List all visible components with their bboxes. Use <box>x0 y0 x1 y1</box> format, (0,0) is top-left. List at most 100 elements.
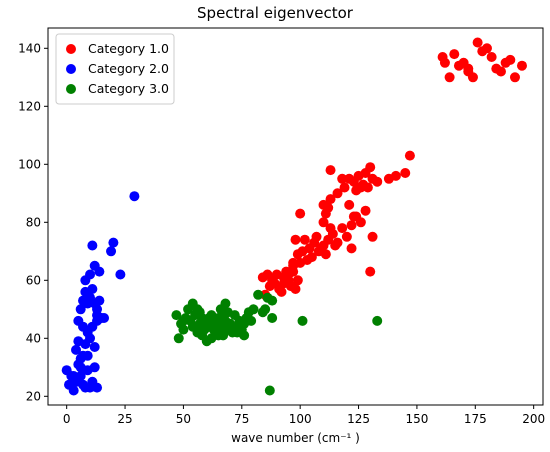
data-point <box>106 246 117 257</box>
data-point <box>360 168 371 178</box>
data-point <box>171 310 182 321</box>
data-point <box>449 49 460 60</box>
data-point <box>194 307 205 318</box>
data-point <box>87 284 98 294</box>
data-point <box>344 199 355 210</box>
data-point <box>365 266 376 277</box>
data-point <box>173 333 184 344</box>
x-axis-label: wave number (cm⁻¹ ) <box>231 431 360 445</box>
y-tick-label: 80 <box>26 215 41 229</box>
data-point <box>339 182 350 193</box>
data-point <box>257 272 268 283</box>
data-point <box>509 72 520 83</box>
data-point <box>239 330 250 341</box>
legend-marker <box>66 84 76 94</box>
data-point <box>89 342 100 352</box>
data-point <box>283 269 294 280</box>
x-tick-label: 175 <box>464 412 487 426</box>
data-point <box>360 205 371 216</box>
x-tick-label: 0 <box>63 412 71 426</box>
data-point <box>71 344 82 355</box>
data-point <box>481 43 492 54</box>
data-point <box>89 362 100 373</box>
data-point <box>220 298 231 309</box>
data-point <box>346 243 357 254</box>
data-point <box>253 289 264 300</box>
data-point <box>351 185 362 196</box>
data-point <box>332 188 343 199</box>
x-tick-label: 150 <box>405 412 428 426</box>
x-tick-label: 25 <box>117 412 132 426</box>
data-point <box>129 191 140 202</box>
data-point <box>68 385 79 396</box>
y-tick-label: 100 <box>18 157 41 171</box>
data-point <box>318 217 329 228</box>
data-point <box>290 284 301 294</box>
data-point <box>85 333 96 344</box>
data-point <box>278 278 289 289</box>
data-point <box>178 324 189 335</box>
data-point <box>355 217 366 228</box>
data-point <box>222 307 233 318</box>
data-point <box>372 176 383 187</box>
data-point <box>439 57 450 68</box>
x-tick-label: 75 <box>234 412 249 426</box>
data-point <box>325 223 336 234</box>
data-point <box>267 313 278 323</box>
data-point <box>92 315 103 326</box>
x-tick-label: 125 <box>347 412 370 426</box>
data-point <box>94 266 105 277</box>
data-point <box>246 315 257 326</box>
data-point <box>94 295 105 306</box>
data-point <box>115 269 126 280</box>
data-point <box>516 60 527 71</box>
data-point <box>486 52 497 62</box>
legend-marker <box>66 64 76 74</box>
data-point <box>85 269 96 280</box>
y-tick-label: 140 <box>18 41 41 55</box>
data-point <box>260 304 271 315</box>
data-point <box>495 66 506 77</box>
data-point <box>299 234 310 245</box>
data-point <box>505 54 516 65</box>
y-tick-label: 60 <box>26 273 41 287</box>
data-point <box>337 173 348 184</box>
y-tick-label: 40 <box>26 331 41 345</box>
data-point <box>337 223 348 234</box>
data-point <box>318 199 329 210</box>
data-point <box>372 315 383 326</box>
data-point <box>444 72 455 83</box>
points-layer <box>61 37 527 396</box>
data-point <box>297 315 308 326</box>
data-point <box>75 304 86 315</box>
data-point <box>92 304 103 315</box>
legend-box <box>55 33 175 105</box>
y-tick-label: 120 <box>18 99 41 113</box>
data-point <box>204 313 215 323</box>
data-point <box>75 362 86 373</box>
data-point <box>292 275 303 286</box>
data-point <box>75 371 86 381</box>
data-point <box>325 194 336 205</box>
data-point <box>463 63 474 74</box>
data-point <box>264 385 275 396</box>
data-point <box>108 237 119 248</box>
ticks-layer: 0 25 50 75 100 125 150 175 200 20 40 60 80 100 120 140 <box>18 41 545 426</box>
data-point <box>362 182 373 193</box>
legend-label: Category 3.0 <box>88 81 169 96</box>
data-point <box>213 330 224 341</box>
legend-label: Category 1.0 <box>88 41 169 56</box>
data-point <box>367 231 378 242</box>
x-tick-label: 200 <box>522 412 545 426</box>
data-point <box>82 350 93 361</box>
data-point <box>248 304 259 315</box>
data-point <box>87 240 98 251</box>
x-tick-label: 50 <box>176 412 191 426</box>
data-point <box>320 249 331 260</box>
data-point <box>267 295 278 306</box>
data-point <box>404 150 415 161</box>
data-point <box>346 220 357 231</box>
data-point <box>348 211 359 222</box>
data-point <box>295 208 306 219</box>
